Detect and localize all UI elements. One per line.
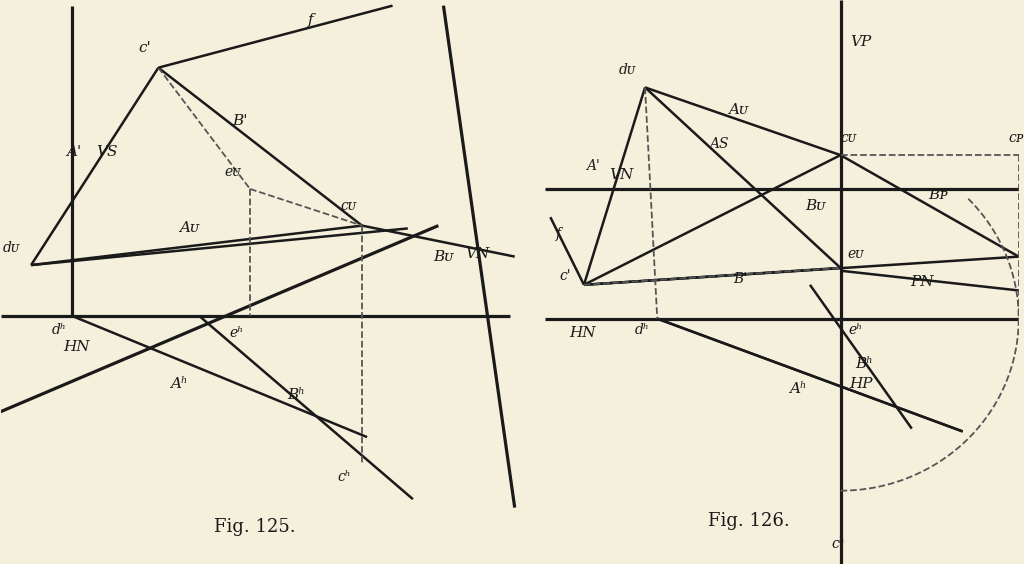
Text: VN: VN xyxy=(465,247,489,261)
Text: Aʰ: Aʰ xyxy=(170,377,187,390)
Text: Bᴜ: Bᴜ xyxy=(433,250,454,263)
Text: cʰ: cʰ xyxy=(338,470,351,483)
Text: eᴜ: eᴜ xyxy=(848,247,864,261)
Text: A': A' xyxy=(67,146,82,159)
Text: HP: HP xyxy=(849,377,872,390)
Text: cᴘ: cᴘ xyxy=(1008,131,1023,145)
Text: AS: AS xyxy=(709,137,728,151)
Text: PN: PN xyxy=(910,275,934,289)
Text: dʰ: dʰ xyxy=(52,323,67,337)
Text: Aʰ: Aʰ xyxy=(788,382,807,396)
Text: A': A' xyxy=(586,160,600,173)
Text: Fig. 125.: Fig. 125. xyxy=(214,518,296,536)
Text: HN: HN xyxy=(569,326,596,340)
Text: Aᴜ: Aᴜ xyxy=(728,103,748,117)
Text: Bᴜ: Bᴜ xyxy=(805,199,825,213)
Text: HN: HN xyxy=(63,340,90,354)
Text: eᴜ: eᴜ xyxy=(224,165,241,179)
Text: c': c' xyxy=(560,270,571,283)
Text: cᴜ: cᴜ xyxy=(341,199,356,213)
Text: B': B' xyxy=(232,114,248,128)
Text: dᴜ: dᴜ xyxy=(2,241,19,255)
Text: Aᴜ: Aᴜ xyxy=(179,222,199,235)
Text: f: f xyxy=(556,227,561,241)
Text: eʰ: eʰ xyxy=(229,326,244,340)
Text: Bᴘ: Bᴘ xyxy=(929,188,948,201)
Text: B': B' xyxy=(733,272,748,286)
Text: c': c' xyxy=(139,41,152,55)
Text: dᴜ: dᴜ xyxy=(620,64,636,77)
Text: VP: VP xyxy=(850,36,871,49)
Text: Fig. 126.: Fig. 126. xyxy=(708,512,790,530)
Text: cʰ: cʰ xyxy=(831,537,846,551)
Text: cᴜ: cᴜ xyxy=(841,131,857,145)
Text: dʰ: dʰ xyxy=(635,323,649,337)
Text: Bʰ: Bʰ xyxy=(287,388,305,402)
Text: eʰ: eʰ xyxy=(849,323,863,337)
Text: Bʰ: Bʰ xyxy=(855,357,872,371)
Text: f: f xyxy=(308,13,314,27)
Text: VN: VN xyxy=(609,168,634,182)
Text: VS: VS xyxy=(96,146,118,159)
